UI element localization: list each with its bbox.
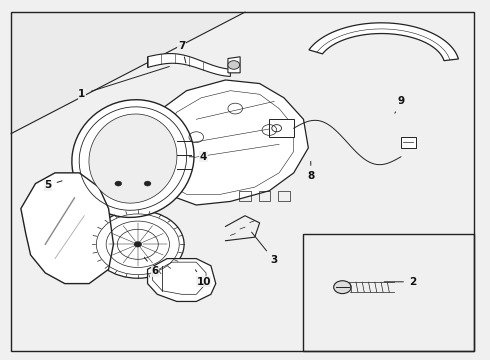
Polygon shape (270, 119, 294, 137)
Text: 5: 5 (44, 180, 62, 190)
Circle shape (134, 242, 142, 247)
Text: 7: 7 (178, 41, 186, 63)
Circle shape (92, 210, 184, 278)
Polygon shape (309, 23, 459, 60)
Polygon shape (228, 57, 240, 73)
Circle shape (115, 181, 122, 186)
Text: 2: 2 (384, 277, 416, 287)
Polygon shape (147, 258, 216, 301)
Text: 10: 10 (196, 270, 211, 287)
Polygon shape (147, 80, 308, 205)
Text: 3: 3 (251, 232, 278, 265)
Text: 9: 9 (395, 96, 404, 113)
Text: 8: 8 (307, 161, 315, 181)
Polygon shape (147, 54, 230, 76)
Circle shape (228, 61, 240, 69)
Polygon shape (21, 173, 114, 284)
Circle shape (334, 281, 351, 294)
Ellipse shape (72, 100, 194, 217)
Text: 6: 6 (145, 257, 158, 276)
Polygon shape (401, 137, 416, 148)
Text: 4: 4 (189, 152, 207, 162)
Polygon shape (11, 12, 245, 134)
Ellipse shape (89, 114, 177, 203)
Circle shape (144, 181, 151, 186)
Text: 1: 1 (78, 67, 169, 99)
